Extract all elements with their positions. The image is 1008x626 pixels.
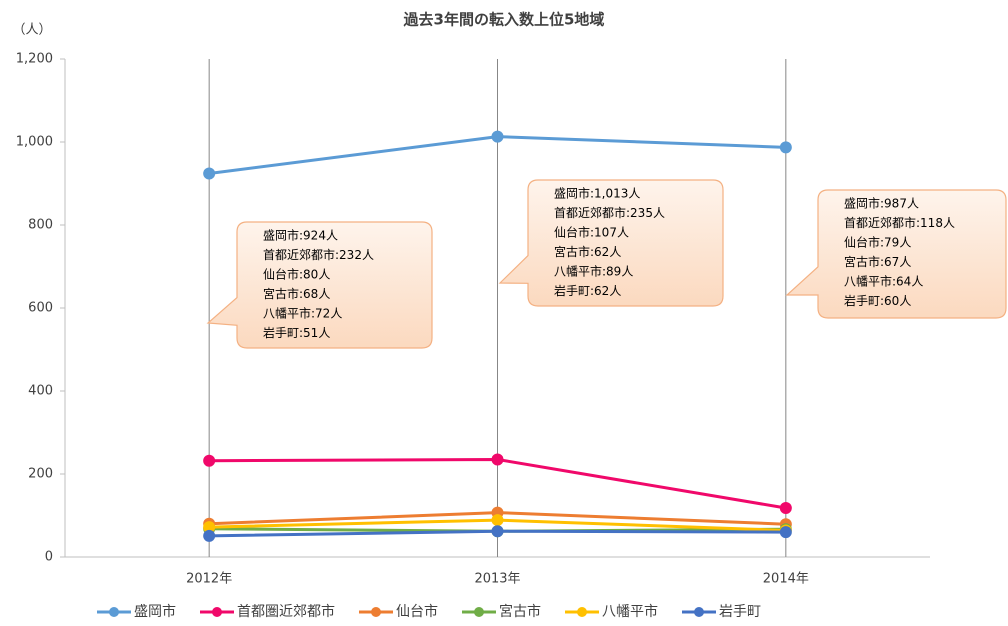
legend-marker (694, 607, 704, 617)
y-tick-label: 1,200 (16, 52, 53, 67)
callout-label: 岩手町:60人 (844, 293, 911, 308)
legend-label: 仙台市 (396, 603, 438, 620)
callout-label: 首都近郊都市:232人 (263, 247, 374, 262)
chart-title: 過去3年間の転入数上位5地域 (403, 11, 605, 29)
y-axis-label: （人） (12, 23, 51, 38)
x-tick-label: 2014年 (763, 572, 809, 587)
y-tick-label: 600 (28, 301, 53, 316)
callout-label: 仙台市:107人 (554, 225, 629, 240)
callout-label: 八幡平市:64人 (844, 274, 923, 289)
callout: 盛岡市:924人首都近郊都市:232人仙台市:80人宮古市:68人八幡平市:72… (206, 221, 433, 349)
x-tick-label: 2013年 (474, 572, 520, 587)
callout-label: 盛岡市:924人 (263, 228, 338, 243)
y-tick-label: 1,000 (16, 135, 53, 150)
callout: 盛岡市:1,013人首都近郊都市:235人仙台市:107人宮古市:62人八幡平市… (498, 179, 724, 307)
callout-label: 宮古市:62人 (554, 244, 621, 259)
y-tick-label: 800 (28, 218, 53, 233)
callout-label: 岩手町:51人 (263, 325, 330, 340)
callout-box (498, 179, 724, 307)
callout-label: 首都近郊都市:235人 (554, 205, 665, 220)
legend-label: 首都圏近郊都市 (237, 603, 335, 620)
point (779, 502, 792, 515)
callout-label: 盛岡市:1,013人 (554, 186, 640, 201)
legend-marker (212, 607, 222, 617)
point (779, 141, 792, 154)
callout-label: 八幡平市:72人 (263, 306, 342, 321)
point (779, 526, 792, 539)
point (203, 529, 216, 542)
callout-box (206, 221, 433, 349)
legend-label: 八幡平市 (602, 603, 658, 620)
y-tick-label: 200 (28, 467, 53, 482)
callout-label: 仙台市:80人 (263, 267, 330, 282)
callout-label: 宮古市:67人 (844, 254, 911, 269)
y-tick-label: 400 (28, 384, 53, 399)
x-tick-label: 2012年 (186, 572, 232, 587)
legend-label: 岩手町 (719, 604, 761, 620)
legend-marker (577, 607, 587, 617)
callout-label: 岩手町:62人 (554, 283, 621, 298)
legend-marker (109, 607, 119, 617)
callout-label: 八幡平市:89人 (554, 264, 633, 279)
legend-label: 宮古市 (499, 603, 541, 620)
point (203, 521, 216, 534)
point (491, 453, 504, 466)
point (491, 525, 504, 538)
point (203, 454, 216, 467)
callout-label: 仙台市:79人 (844, 235, 911, 250)
legend-label: 盛岡市 (134, 603, 176, 620)
point (491, 130, 504, 143)
legend-marker (371, 607, 381, 617)
callout-label: 宮古市:68人 (263, 286, 330, 301)
point (491, 514, 504, 527)
callout-box (785, 189, 1007, 319)
callout: 盛岡市:987人首都近郊都市:118人仙台市:79人宮古市:67人八幡平市:64… (785, 189, 1007, 319)
point (203, 167, 216, 180)
callout-label: 盛岡市:987人 (844, 196, 919, 211)
callout-label: 首都近郊都市:118人 (844, 215, 955, 230)
y-tick-label: 0 (45, 550, 53, 565)
legend-marker (474, 607, 484, 617)
